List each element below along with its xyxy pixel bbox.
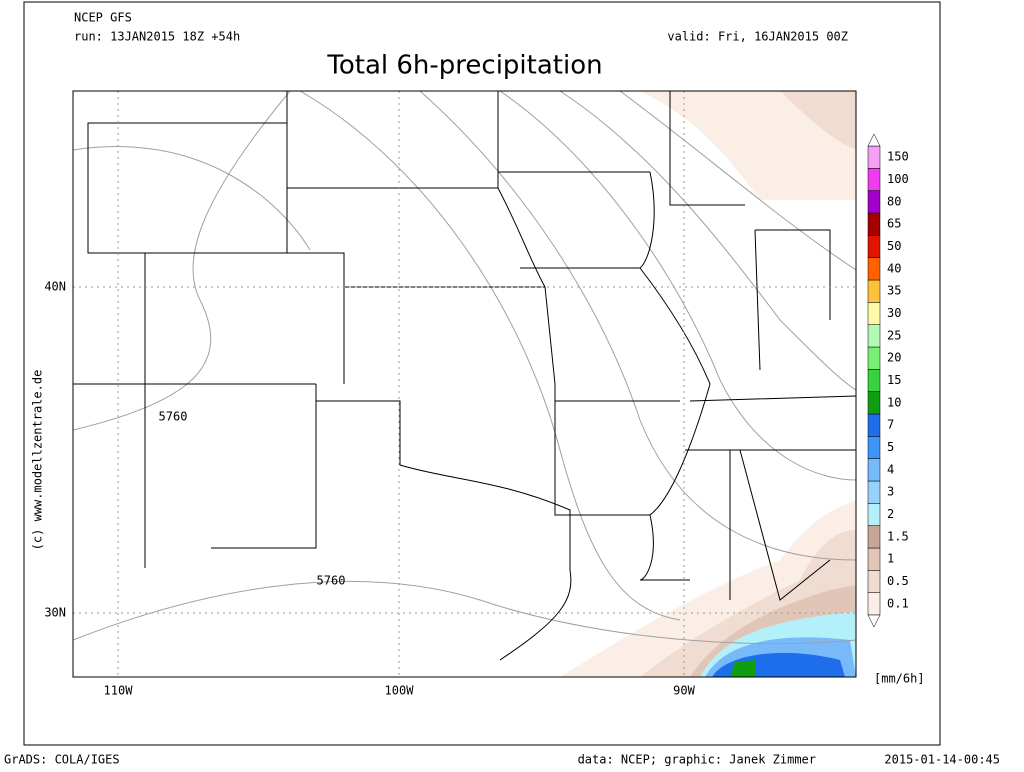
colorbar-unit: [mm/6h] bbox=[874, 672, 925, 686]
colorbar-box bbox=[867, 302, 881, 325]
colorbar-box bbox=[867, 592, 881, 616]
contour bbox=[419, 91, 856, 561]
contour bbox=[299, 91, 681, 621]
colorbar-label: 4 bbox=[887, 462, 894, 476]
precip-area bbox=[730, 660, 756, 677]
colorbar-box bbox=[867, 190, 881, 214]
title: Total 6h-precipitation bbox=[326, 51, 602, 81]
colorbar-label: 2 bbox=[887, 507, 894, 521]
colorbar-label: 30 bbox=[887, 306, 901, 320]
contour-label: 5760 bbox=[317, 574, 346, 588]
colorbar-label: 0.1 bbox=[887, 596, 909, 610]
precip-area bbox=[640, 91, 856, 200]
footer-credit: data: NCEP; graphic: Janek Zimmer bbox=[578, 753, 816, 767]
lon-label: 110W bbox=[104, 684, 134, 698]
colorbar-box bbox=[867, 480, 881, 504]
frame bbox=[23, 1, 941, 746]
colorbar-box bbox=[867, 145, 881, 169]
colorbar-box bbox=[867, 503, 881, 526]
colorbar-label: 1 bbox=[887, 552, 894, 566]
colorbar-box bbox=[867, 235, 881, 258]
lat-label: 40N bbox=[44, 280, 66, 294]
colorbar-label: 65 bbox=[887, 217, 901, 231]
colorbar-box bbox=[867, 257, 881, 281]
map-frame bbox=[72, 90, 857, 678]
contour bbox=[73, 91, 291, 431]
footer-timestamp: 2015-01-14-00:45 bbox=[884, 753, 1000, 767]
lat-label: 30N bbox=[44, 606, 66, 620]
colorbar-box bbox=[867, 346, 881, 370]
colorbar-box bbox=[867, 525, 881, 549]
colorbar-label: 5 bbox=[887, 440, 894, 454]
watermark: (c) www.modellzentrale.de bbox=[31, 370, 45, 551]
map: 5760 5760 110W 100W 90W 40N 30N (c) www.… bbox=[31, 90, 857, 698]
colorbar-label: 50 bbox=[887, 239, 901, 253]
colorbar-box bbox=[867, 168, 881, 191]
colorbar-box bbox=[867, 547, 881, 571]
colorbar-label: 20 bbox=[887, 351, 901, 365]
footer-left: GrADS: COLA/IGES bbox=[4, 753, 120, 767]
valid: valid: Fri, 16JAN2015 00Z bbox=[667, 30, 848, 44]
colorbar: 0.1 0.5 1 1.5 2 3 4 5 7 10 15 20 25 30 35 40 50 65 80 100 15… bbox=[867, 133, 909, 628]
colorbar-label: 10 bbox=[887, 395, 901, 409]
colorbar-box bbox=[867, 436, 881, 459]
contour bbox=[619, 91, 856, 271]
colorbar-label: 0.5 bbox=[887, 574, 909, 588]
colorbar-label: 3 bbox=[887, 485, 894, 499]
contour bbox=[73, 146, 311, 251]
colorbar-label: 40 bbox=[887, 261, 901, 275]
run: run: 13JAN2015 18Z +54h bbox=[74, 30, 240, 44]
colorbar-label: 35 bbox=[887, 284, 901, 298]
contour bbox=[559, 91, 856, 391]
colorbar-box bbox=[867, 570, 881, 593]
colorbar-label: 80 bbox=[887, 194, 901, 208]
contour bbox=[73, 580, 856, 645]
colorbar-label: 1.5 bbox=[887, 529, 909, 543]
model: NCEP GFS bbox=[74, 11, 132, 25]
colorbar-box bbox=[867, 369, 881, 392]
contour bbox=[499, 91, 856, 481]
colorbar-box bbox=[867, 324, 881, 348]
contour-label: 5760 bbox=[159, 410, 188, 424]
colorbar-label: 15 bbox=[887, 373, 901, 387]
colorbar-box bbox=[867, 413, 881, 437]
colorbar-box bbox=[867, 391, 881, 415]
lon-label: 100W bbox=[385, 684, 415, 698]
lon-label: 90W bbox=[673, 684, 695, 698]
colorbar-label: 150 bbox=[887, 150, 909, 164]
colorbar-box bbox=[867, 279, 881, 303]
colorbar-box bbox=[867, 458, 881, 482]
colorbar-label: 25 bbox=[887, 328, 901, 342]
colorbar-arrow bbox=[867, 614, 881, 628]
precip-area bbox=[780, 91, 856, 150]
colorbar-arrow bbox=[867, 133, 881, 147]
colorbar-box bbox=[867, 212, 881, 236]
colorbar-label: 100 bbox=[887, 172, 909, 186]
colorbar-label: 7 bbox=[887, 418, 894, 432]
state-border bbox=[73, 91, 856, 661]
